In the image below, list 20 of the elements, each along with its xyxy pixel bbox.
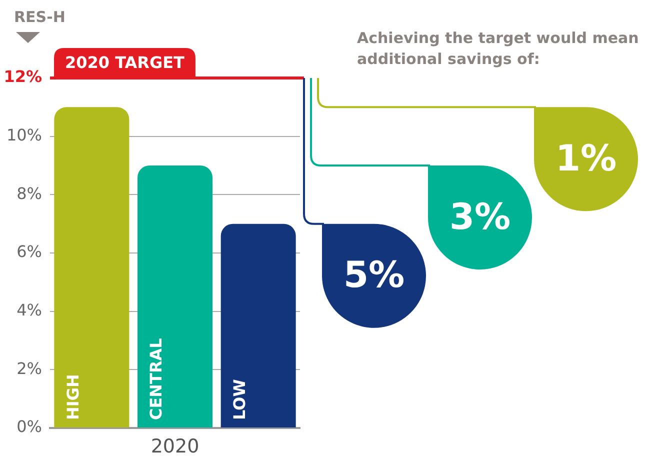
ref-line-label: 2020 TARGET xyxy=(65,53,185,72)
y-tick-label: 8% xyxy=(16,184,42,203)
x-axis-title: 2020 xyxy=(150,436,200,458)
x-tick-label: LOW xyxy=(230,378,249,420)
text: Achieving the target would mean additional savings of: xyxy=(357,28,640,70)
y-tick-label: 12% xyxy=(4,67,42,86)
y-tick-label: 0% xyxy=(16,417,42,436)
bar xyxy=(54,107,130,428)
text: 1% xyxy=(555,138,617,180)
y-axis-title: RES-H xyxy=(14,8,66,26)
y-tick-label: 2% xyxy=(16,358,42,378)
text: 5% xyxy=(343,255,405,296)
bar xyxy=(220,224,296,428)
text: 3% xyxy=(449,196,511,238)
bar xyxy=(138,166,212,428)
y-tick-label: 6% xyxy=(16,242,42,262)
y-tick-label: 4% xyxy=(16,300,42,320)
x-tick-label: CENTRAL xyxy=(146,338,166,420)
x-tick-label: HIGH xyxy=(63,374,82,420)
y-tick-label: 10% xyxy=(6,125,42,144)
